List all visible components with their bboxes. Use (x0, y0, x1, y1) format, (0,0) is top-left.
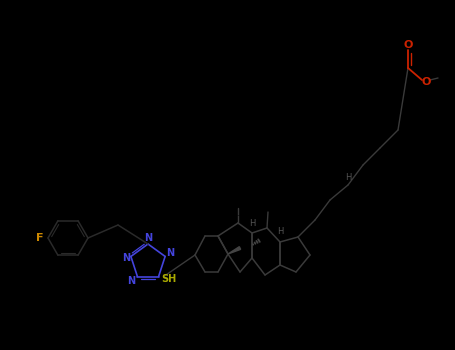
Text: O: O (403, 40, 413, 50)
Text: F: F (36, 233, 44, 243)
Text: Me visible as bond: Me visible as bond (233, 215, 247, 216)
Text: N: N (166, 248, 174, 258)
Text: O: O (421, 77, 431, 87)
Text: N: N (144, 233, 152, 243)
Text: N: N (122, 253, 130, 264)
Polygon shape (228, 247, 241, 254)
Text: N: N (127, 275, 136, 286)
Text: H: H (345, 173, 351, 182)
Text: H: H (277, 228, 283, 237)
Text: SH: SH (161, 274, 176, 284)
Text: H: H (249, 219, 255, 229)
